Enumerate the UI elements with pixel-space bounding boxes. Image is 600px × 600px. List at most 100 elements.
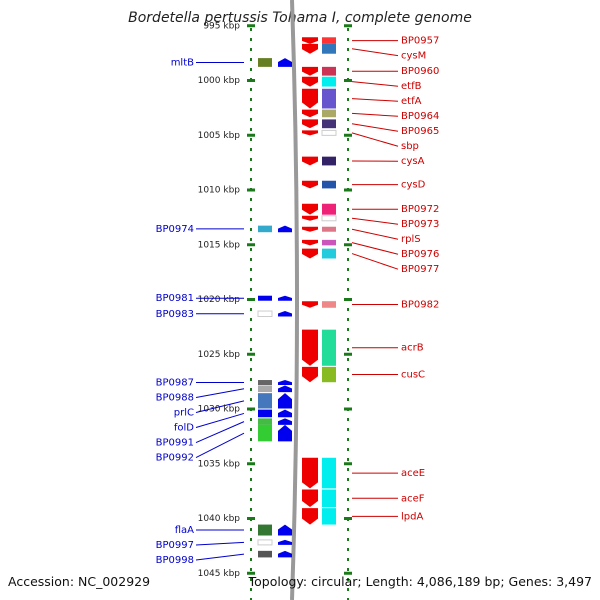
gene-block	[258, 409, 272, 418]
guide-dot	[250, 128, 252, 131]
guide-dot	[250, 68, 252, 71]
leader-line	[195, 541, 245, 546]
guide-dot	[250, 168, 252, 171]
gene-label: cysA	[401, 156, 425, 167]
gene-arrow	[302, 301, 318, 308]
gene-arrow	[302, 88, 318, 109]
guide-dot	[347, 598, 349, 600]
gene-label: BP0981	[156, 293, 194, 304]
gene-block	[322, 329, 336, 366]
tick-mark	[344, 243, 352, 247]
guide-dot	[347, 58, 349, 61]
gene-block	[258, 550, 272, 558]
guide-dot	[250, 198, 252, 201]
guide-dot	[250, 148, 252, 151]
guide-dot	[347, 428, 349, 431]
gene-label: aceE	[401, 468, 425, 479]
tick-mark	[247, 188, 255, 192]
gene-label: cysD	[401, 180, 426, 191]
tick-label: 1040 kbp	[198, 514, 241, 524]
gene-block	[321, 215, 337, 222]
gene-label: etfA	[401, 96, 422, 107]
gene-block	[258, 58, 272, 67]
gene-label: BP0960	[401, 66, 439, 77]
tick-mark	[247, 79, 255, 82]
guide-dot	[250, 208, 252, 211]
leader-line	[195, 388, 245, 399]
gene-arrow	[278, 424, 292, 442]
guide-dot	[347, 438, 349, 441]
tick-label: 1020 kbp	[198, 295, 241, 305]
leader-line	[351, 48, 399, 57]
guide-dot	[347, 378, 349, 381]
guide-dot	[250, 228, 252, 231]
gene-label: sbp	[401, 141, 419, 152]
gene-arrow	[278, 58, 292, 67]
guide-dot	[250, 568, 252, 571]
gene-label: lpdA	[401, 511, 423, 522]
guide-dot	[250, 338, 252, 341]
guide-dot	[347, 558, 349, 561]
tick-mark	[344, 133, 352, 137]
gene-label: mltB	[171, 57, 194, 68]
gene-label: BP0965	[401, 126, 439, 137]
tick-mark	[344, 298, 352, 301]
guide-dot	[250, 58, 252, 61]
guide-dot	[250, 138, 252, 141]
genome-summary: Topology: circular; Length: 4,086,189 bp…	[248, 574, 592, 589]
guide-dot	[250, 438, 252, 441]
guide-dot	[250, 288, 252, 291]
gene-arrow	[302, 248, 318, 259]
guide-dot	[347, 478, 349, 481]
gene-arrow	[278, 409, 292, 418]
guide-dot	[250, 308, 252, 311]
tick-label: 1005 kbp	[198, 131, 241, 141]
gene-block	[322, 37, 336, 44]
guide-dot	[250, 528, 252, 531]
genome-backbone	[290, 0, 299, 600]
tick-mark	[344, 462, 352, 466]
guide-dot	[347, 578, 349, 581]
gene-label: BP0998	[156, 555, 194, 566]
tick-mark	[247, 571, 255, 575]
guide-dot	[347, 358, 349, 361]
gene-label: rplS	[401, 234, 421, 245]
guide-dot	[250, 508, 252, 511]
guide-dot	[347, 398, 349, 401]
left-gene-labels: mltB BP0974 BP0981 BP0983 BP0987 BP0988 prlC fo…	[156, 57, 245, 566]
guide-dot	[347, 468, 349, 471]
gene-arrow	[278, 225, 292, 233]
guide-dot	[347, 28, 349, 31]
guide-dot	[347, 118, 349, 121]
gene-arrow	[302, 329, 318, 366]
guide-dot	[250, 368, 252, 371]
gene-arrow	[302, 366, 318, 383]
gene-arrow	[302, 156, 318, 166]
leader-line	[195, 400, 245, 414]
leader-line	[351, 242, 399, 255]
gene-block	[258, 524, 272, 536]
guide-dot	[250, 588, 252, 591]
right-strand-guide	[347, 28, 349, 600]
tick-label: 1000 kbp	[198, 76, 241, 86]
gene-arrow	[302, 119, 318, 129]
guide-dot	[347, 548, 349, 551]
leader-line	[351, 81, 399, 87]
guide-dot	[347, 228, 349, 231]
tick-mark	[344, 79, 352, 82]
gene-arrow	[302, 66, 318, 76]
gene-arrow	[302, 489, 318, 508]
leader-line	[195, 553, 245, 561]
guide-dot	[347, 508, 349, 511]
guide-dot	[250, 548, 252, 551]
guide-dot	[347, 238, 349, 241]
guide-dot	[250, 358, 252, 361]
gene-block	[322, 239, 336, 246]
guide-dot	[347, 128, 349, 131]
guide-dot	[347, 138, 349, 141]
tick-mark	[344, 24, 352, 28]
gene-block	[322, 248, 336, 259]
guide-dot	[250, 28, 252, 31]
tick-label: 1015 kbp	[198, 240, 241, 250]
tick-mark	[344, 352, 352, 356]
